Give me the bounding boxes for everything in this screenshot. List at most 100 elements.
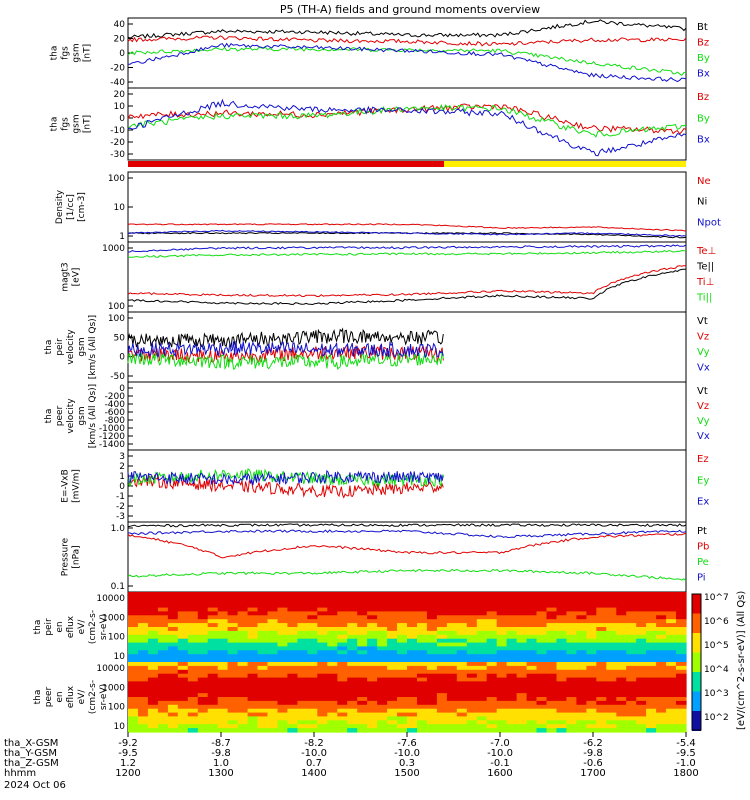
spectrogram-cell — [277, 665, 289, 671]
spectrogram-cell — [626, 627, 637, 632]
spectrogram-cell — [496, 592, 508, 597]
spectrogram-cell — [327, 654, 338, 659]
spectrogram-cell — [417, 662, 428, 667]
spectrogram-cell — [267, 623, 279, 628]
spectrogram-cell — [476, 708, 488, 714]
spectrogram-cell — [596, 708, 607, 714]
spectrogram-cell — [387, 627, 398, 632]
spectrogram-cell — [177, 700, 189, 706]
spectrogram-cell — [347, 603, 358, 609]
spectrogram-cell — [317, 693, 328, 698]
spectrogram-cell — [277, 720, 289, 725]
spectrogram-cell — [516, 700, 528, 706]
spectrogram-cell — [616, 665, 627, 671]
y-axis-label-line: [mV/m] — [72, 469, 82, 503]
spectrogram-cell — [297, 630, 308, 636]
spectrogram-cell — [257, 720, 269, 725]
spectrogram-cell — [347, 720, 358, 725]
y-tick-label: 20 — [114, 90, 126, 100]
spectrogram-cell — [147, 603, 159, 609]
spectrogram-cell — [337, 634, 348, 640]
time-row-label: tha_X-GSM — [4, 738, 58, 749]
spectrogram-cell — [586, 595, 597, 601]
spectrogram-cell — [307, 654, 318, 659]
spectrogram-cell — [377, 634, 388, 640]
spectrogram-cell — [177, 630, 189, 636]
spectrogram-cell — [307, 689, 318, 694]
spectrogram-cell — [496, 712, 508, 718]
spectrogram-cell — [626, 623, 637, 628]
spectrogram-cell — [506, 599, 518, 605]
legend-Vx: Vx — [697, 431, 710, 442]
spectrogram-cell — [138, 704, 149, 710]
spectrogram-cell — [426, 673, 438, 679]
spectrogram-cell — [357, 724, 368, 729]
spectrogram-cell — [506, 603, 518, 609]
spectrogram-cell — [536, 595, 548, 601]
spectrogram-cell — [387, 716, 398, 721]
spectrogram-cell — [676, 658, 687, 663]
spectrogram-cell — [247, 619, 259, 624]
spectrogram-cell — [227, 646, 239, 651]
spectrogram-cell — [207, 724, 219, 729]
spectrogram-cell — [357, 720, 368, 725]
spectrogram-cell — [347, 630, 358, 636]
y-axis-label-line: peer — [55, 405, 65, 426]
spectrogram-cell — [656, 716, 667, 721]
spectrogram-cell — [616, 646, 627, 651]
spectrogram-cell — [327, 623, 338, 628]
spectrogram-cell — [606, 615, 617, 620]
spectrogram-cell — [656, 623, 667, 628]
spectrogram-cell — [317, 658, 328, 663]
spectrogram-cell — [586, 697, 597, 702]
spectrogram-cell — [197, 697, 209, 702]
spectrogram-cell — [566, 673, 577, 679]
y-axis-label-line: fgs — [61, 46, 71, 60]
spectrogram-cell — [207, 685, 219, 690]
spectrogram-cell — [646, 642, 657, 648]
spectrogram-cell — [257, 673, 269, 679]
spectrogram-cell — [387, 681, 398, 686]
spectrogram-cell — [566, 615, 577, 620]
spectrogram-cell — [267, 665, 279, 671]
spectrogram-cell — [297, 681, 308, 686]
spectrogram-cell — [486, 665, 498, 671]
spectrogram-cell — [397, 627, 408, 632]
spectrogram-cell — [616, 654, 627, 659]
spectrogram-cell — [237, 720, 249, 725]
spectrogram-cell — [476, 650, 488, 655]
spectrogram-cell — [247, 700, 259, 706]
spectrogram-cell — [576, 650, 587, 655]
spectrogram-cell — [307, 615, 318, 620]
spectrogram-cell — [187, 630, 199, 636]
spectrogram-cell — [417, 665, 428, 671]
spectrogram-cell — [596, 700, 607, 706]
legend-Vt: Vt — [697, 316, 708, 327]
spectrogram-cell — [676, 708, 687, 714]
spectrogram-cell — [526, 720, 538, 725]
spectrogram-cell — [397, 615, 408, 620]
spectrogram-cell — [277, 638, 289, 644]
spectrogram-cell — [187, 665, 199, 671]
spectrogram-cell — [367, 642, 378, 648]
spectrogram-cell — [456, 654, 468, 659]
spectrogram-cell — [526, 654, 538, 659]
colorbar-segment — [692, 691, 701, 712]
spectrogram-cell — [147, 665, 159, 671]
spectrogram-cell — [257, 712, 269, 718]
y-axis-label-line: Pressure — [61, 537, 71, 576]
spectrogram-cell — [387, 665, 398, 671]
spectrogram-cell — [187, 716, 199, 721]
spectrogram-cell — [237, 681, 249, 686]
spectrogram-cell — [417, 716, 428, 721]
spectrogram-cell — [307, 673, 318, 679]
spectrogram-cell — [267, 673, 279, 679]
spectrogram-cell — [676, 603, 687, 609]
spectrogram-cell — [436, 697, 448, 702]
spectrogram-cell — [576, 712, 587, 718]
spectrogram-cell — [526, 716, 538, 721]
y-tick-label: 10 — [114, 203, 126, 213]
spectrogram-cell — [446, 627, 458, 632]
spectrogram-cell — [207, 708, 219, 714]
